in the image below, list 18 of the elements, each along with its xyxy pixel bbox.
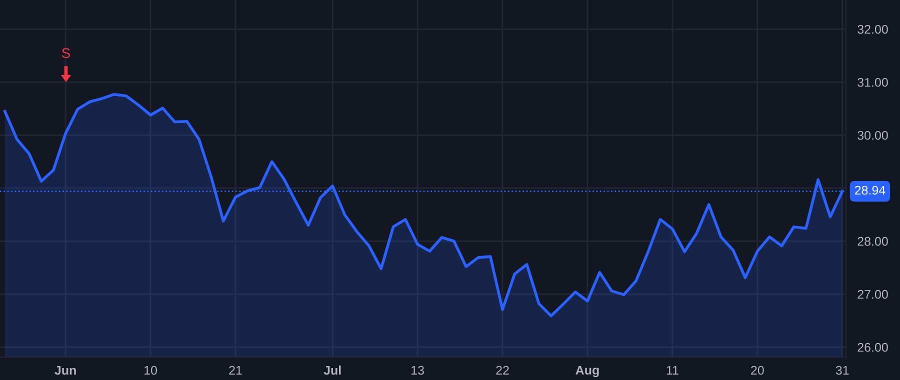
x-tick-label: 11 [666,366,678,375]
y-tick-label: 30.00 [858,130,888,140]
x-tick-label: 13 [412,366,424,375]
x-tick-label: Jul [324,366,341,375]
x-tick-label: Aug [576,366,599,378]
y-tick-label: 32.00 [858,24,888,34]
x-tick-label: Jun [54,366,76,375]
y-tick-label: 26.00 [858,342,888,352]
x-tick-label: 20 [751,366,764,375]
y-tick-label: 27.00 [858,290,888,299]
x-tick-label: 31 [836,366,849,375]
y-tick-label: 31.00 [858,78,888,87]
annotation: S [62,48,70,58]
x-tick-label: 22 [496,366,509,375]
y-tick-label: 28.00 [858,236,888,246]
x-tick-label: 21 [229,366,242,375]
ref-line-label: 28.94 [854,186,886,195]
x-tick-label: 10 [144,366,157,375]
